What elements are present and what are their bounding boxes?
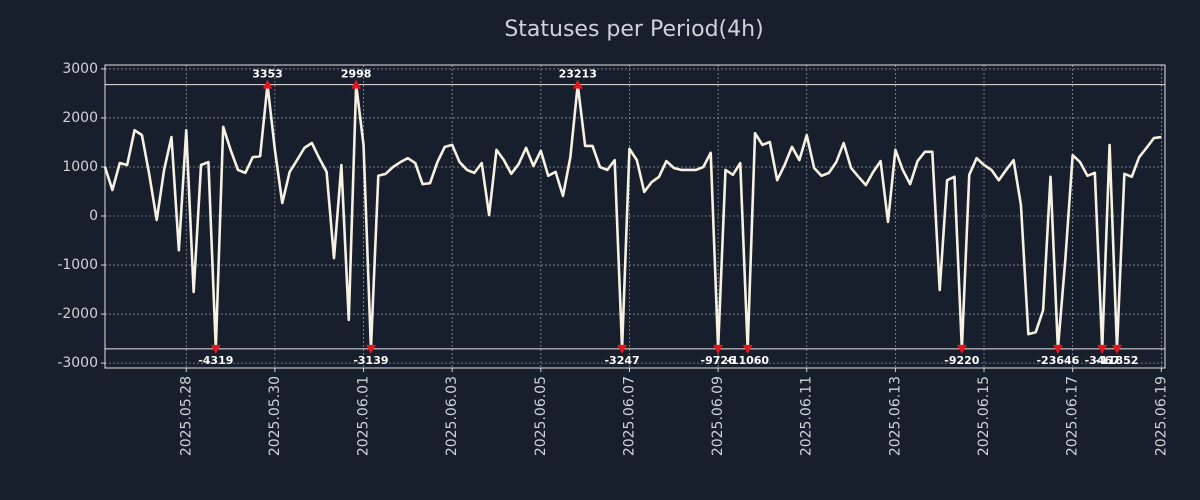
outlier-label: -9726 bbox=[701, 354, 737, 367]
plot-frame bbox=[104, 64, 1166, 369]
y-tick-label: -1000 bbox=[57, 257, 98, 273]
chart-title: Statuses per Period(4h) bbox=[504, 17, 763, 42]
y-tick-label: 1000 bbox=[62, 159, 98, 175]
outlier-marker bbox=[262, 79, 273, 89]
outlier-marker bbox=[1111, 344, 1122, 354]
outlier-marker bbox=[742, 344, 753, 354]
outlier-label: -4319 bbox=[198, 354, 233, 367]
outlier-label: -23646 bbox=[1036, 354, 1079, 367]
x-tick-label: 2025.05.30 bbox=[267, 376, 283, 456]
outlier-marker bbox=[351, 79, 362, 89]
y-tick-label: -2000 bbox=[57, 306, 98, 322]
series-line bbox=[103, 83, 1162, 351]
outlier-marker bbox=[572, 79, 583, 89]
x-tick-label: 2025.06.17 bbox=[1065, 376, 1081, 456]
x-tick-label: 2025.06.07 bbox=[621, 376, 637, 456]
x-tick-label: 2025.06.15 bbox=[976, 376, 992, 456]
outlier-marker bbox=[365, 344, 376, 354]
outlier-label: -3139 bbox=[353, 354, 388, 367]
y-tick-label: 3000 bbox=[62, 61, 98, 77]
outlier-label: -3247 bbox=[604, 354, 639, 367]
outlier-marker bbox=[713, 344, 724, 354]
outlier-label: -11060 bbox=[726, 354, 769, 367]
x-tick-label: 2025.06.19 bbox=[1153, 376, 1169, 456]
x-tick-label: 2025.06.05 bbox=[533, 376, 549, 456]
x-tick-label: 2025.06.13 bbox=[887, 376, 903, 456]
outlier-marker bbox=[1052, 344, 1063, 354]
outlier-label: 2998 bbox=[341, 68, 372, 81]
outlier-marker bbox=[956, 344, 967, 354]
outlier-label: -3467 bbox=[1085, 354, 1120, 367]
x-tick-label: 2025.06.01 bbox=[356, 376, 372, 456]
y-tick-label: 0 bbox=[89, 208, 98, 224]
outlier-marker bbox=[210, 344, 221, 354]
outlier-label: 3353 bbox=[252, 68, 283, 81]
outlier-marker bbox=[1097, 344, 1108, 354]
outlier-label: -9220 bbox=[944, 354, 980, 367]
outlier-label: 23213 bbox=[559, 68, 597, 81]
y-tick-label: -3000 bbox=[57, 355, 98, 371]
outlier-marker bbox=[617, 344, 628, 354]
x-tick-label: 2025.06.03 bbox=[444, 376, 460, 456]
x-tick-label: 2025.06.09 bbox=[710, 376, 726, 456]
y-tick-label: 2000 bbox=[62, 110, 98, 126]
outlier-label: -11852 bbox=[1096, 354, 1139, 367]
x-tick-label: 2025.06.11 bbox=[799, 376, 815, 456]
x-tick-label: 2025.05.28 bbox=[178, 376, 194, 456]
